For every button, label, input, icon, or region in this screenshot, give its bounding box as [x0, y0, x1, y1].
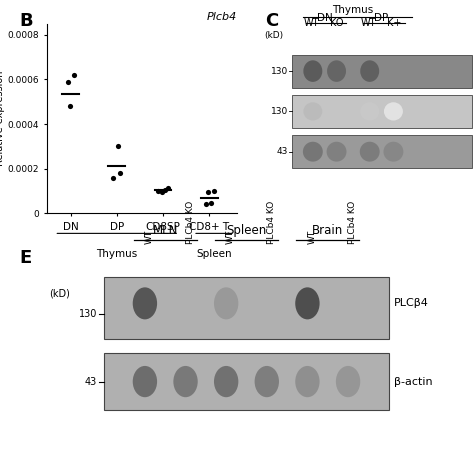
Point	[207, 200, 215, 207]
Point	[210, 187, 218, 195]
Text: (kD): (kD)	[264, 31, 283, 40]
Point	[64, 78, 72, 85]
Text: Spleen: Spleen	[227, 224, 266, 237]
Point	[164, 184, 172, 191]
Text: Brain: Brain	[312, 224, 343, 237]
Text: 43: 43	[85, 376, 97, 387]
Point	[205, 188, 212, 196]
Text: Plcb4: Plcb4	[207, 11, 237, 21]
Text: β-actin: β-actin	[394, 376, 433, 387]
Text: 43: 43	[276, 147, 288, 156]
Y-axis label: Relative expression: Relative expression	[0, 71, 5, 166]
Point	[66, 102, 73, 110]
Point	[155, 187, 162, 195]
Text: Thymus: Thymus	[96, 249, 137, 259]
Text: DP: DP	[374, 13, 389, 23]
Text: KO: KO	[330, 18, 343, 28]
Point	[109, 174, 117, 182]
Text: WT: WT	[308, 230, 317, 244]
Point	[114, 143, 121, 150]
Text: 130: 130	[271, 107, 288, 116]
Text: PLCb4 KO: PLCb4 KO	[185, 201, 194, 244]
Text: K+: K+	[387, 18, 401, 28]
Text: WT: WT	[361, 18, 376, 28]
Text: DN: DN	[317, 13, 333, 23]
Point	[161, 186, 169, 194]
Point	[158, 188, 165, 196]
Text: PLCb4 KO: PLCb4 KO	[267, 201, 276, 244]
Text: 130: 130	[79, 309, 97, 319]
Text: B: B	[19, 12, 33, 30]
Text: WT: WT	[304, 18, 319, 28]
Text: PLCβ4: PLCβ4	[394, 298, 429, 309]
Point	[116, 169, 123, 177]
Text: WT: WT	[226, 230, 235, 244]
Text: E: E	[19, 249, 31, 267]
Text: Spleen: Spleen	[196, 249, 232, 259]
Point	[202, 201, 210, 208]
Text: (kD): (kD)	[49, 289, 70, 299]
Text: Thymus: Thymus	[332, 5, 374, 15]
Text: MLN: MLN	[153, 224, 178, 237]
Text: WT: WT	[145, 230, 154, 244]
Text: C: C	[265, 12, 279, 30]
Text: PLCb4 KO: PLCb4 KO	[348, 201, 357, 244]
Text: 130: 130	[271, 67, 288, 75]
Point	[70, 71, 78, 79]
